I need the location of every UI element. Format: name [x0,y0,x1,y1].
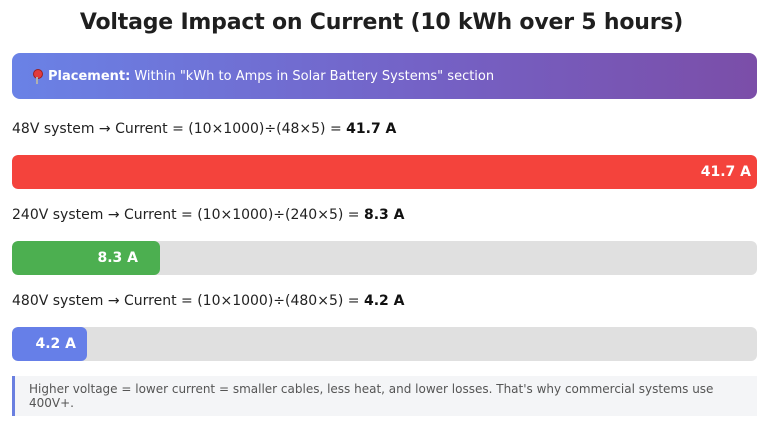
placement-label: Placement: [48,68,131,84]
bar-label-48v: 41.7 A [700,164,751,180]
bar-track-480v: 4.2 A [12,327,757,361]
formula-240v: 240V system → Current = (10×1000)÷(240×5… [12,207,404,223]
formula-48v: 48V system → Current = (10×1000)÷(48×5) … [12,121,396,137]
formula-result: 41.7 A [346,121,397,137]
bar-240v: 8.3 A [12,241,160,275]
formula-480v: 480V system → Current = (10×1000)÷(480×5… [12,293,404,309]
bar-480v: 4.2 A [12,327,87,361]
formula-text: 240V system → Current = (10×1000)÷(240×5… [12,207,364,223]
bar-48v: 41.7 A [12,155,757,189]
formula-result: 8.3 A [363,207,405,223]
chart-title: Voltage Impact on Current (10 kWh over 5… [79,10,684,35]
note-text: Higher voltage = lower current = smaller… [29,382,714,410]
formula-text: 480V system → Current = (10×1000)÷(480×5… [12,293,364,309]
bar-label-480v: 4.2 A [35,336,76,352]
bar-track-48v: 41.7 A [12,155,757,189]
bar-track-240v: 8.3 A [12,241,757,275]
placement-banner: Placement: Within "kWh to Amps in Solar … [12,53,757,99]
info-note: Higher voltage = lower current = smaller… [12,376,757,416]
bar-label-240v: 8.3 A [97,250,138,266]
formula-text: 48V system → Current = (10×1000)÷(48×5) … [12,121,347,137]
placement-text: Within "kWh to Amps in Solar Battery Sys… [134,68,495,84]
formula-result: 4.2 A [363,293,405,309]
pushpin-icon [30,68,44,84]
